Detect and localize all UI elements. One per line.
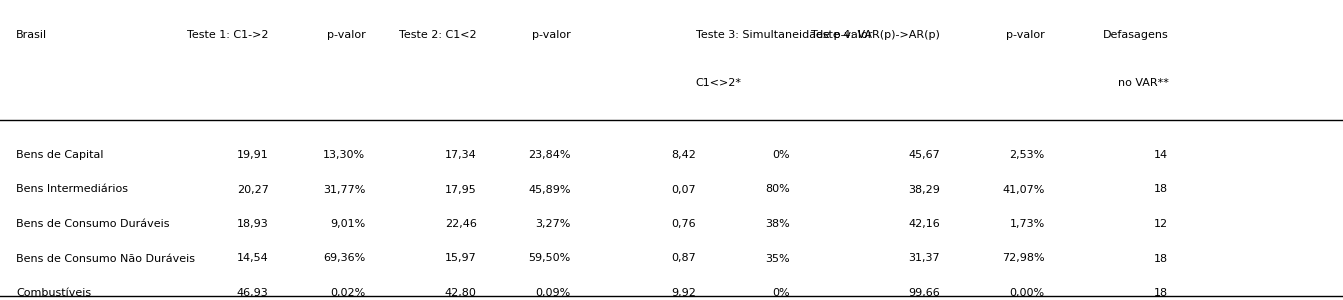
Text: Teste 3: Simultaneidade p-valor: Teste 3: Simultaneidade p-valor: [696, 30, 872, 40]
Text: Bens de Consumo Não Duráveis: Bens de Consumo Não Duráveis: [16, 254, 195, 263]
Text: 3,27%: 3,27%: [536, 219, 571, 229]
Text: 8,42: 8,42: [670, 150, 696, 160]
Text: 38%: 38%: [766, 219, 790, 229]
Text: Teste 1: C1->2: Teste 1: C1->2: [187, 30, 269, 40]
Text: Defasagens: Defasagens: [1103, 30, 1168, 40]
Text: 20,27: 20,27: [236, 184, 269, 194]
Text: 18,93: 18,93: [236, 219, 269, 229]
Text: 1,73%: 1,73%: [1010, 219, 1045, 229]
Text: 69,36%: 69,36%: [324, 254, 365, 263]
Text: 59,50%: 59,50%: [529, 254, 571, 263]
Text: p-valor: p-valor: [532, 30, 571, 40]
Text: 19,91: 19,91: [236, 150, 269, 160]
Text: 38,29: 38,29: [908, 184, 940, 194]
Text: 17,95: 17,95: [445, 184, 477, 194]
Text: 72,98%: 72,98%: [1002, 254, 1045, 263]
Text: 0,09%: 0,09%: [536, 288, 571, 298]
Text: Bens de Consumo Duráveis: Bens de Consumo Duráveis: [16, 219, 169, 229]
Text: 31,37: 31,37: [908, 254, 940, 263]
Text: p-valor: p-valor: [326, 30, 365, 40]
Text: 80%: 80%: [766, 184, 790, 194]
Text: 17,34: 17,34: [445, 150, 477, 160]
Text: 0,00%: 0,00%: [1010, 288, 1045, 298]
Text: 22,46: 22,46: [445, 219, 477, 229]
Text: 0,87: 0,87: [672, 254, 696, 263]
Text: Teste 4: VAR(p)->AR(p): Teste 4: VAR(p)->AR(p): [811, 30, 940, 40]
Text: 99,66: 99,66: [908, 288, 940, 298]
Text: Bens Intermediários: Bens Intermediários: [16, 184, 128, 194]
Text: C1<>2*: C1<>2*: [696, 78, 741, 88]
Text: 13,30%: 13,30%: [324, 150, 365, 160]
Text: Teste 2: C1<2: Teste 2: C1<2: [399, 30, 477, 40]
Text: 45,89%: 45,89%: [528, 184, 571, 194]
Text: 14,54: 14,54: [236, 254, 269, 263]
Text: 18: 18: [1154, 288, 1168, 298]
Text: 9,92: 9,92: [670, 288, 696, 298]
Text: no VAR**: no VAR**: [1117, 78, 1168, 88]
Text: 46,93: 46,93: [236, 288, 269, 298]
Text: 0%: 0%: [772, 288, 790, 298]
Text: 42,16: 42,16: [908, 219, 940, 229]
Text: Combustíveis: Combustíveis: [16, 288, 91, 298]
Text: 31,77%: 31,77%: [322, 184, 365, 194]
Text: 14: 14: [1154, 150, 1168, 160]
Text: 35%: 35%: [766, 254, 790, 263]
Text: Bens de Capital: Bens de Capital: [16, 150, 103, 160]
Text: 15,97: 15,97: [445, 254, 477, 263]
Text: 12: 12: [1154, 219, 1168, 229]
Text: 41,07%: 41,07%: [1002, 184, 1045, 194]
Text: 18: 18: [1154, 184, 1168, 194]
Text: 42,80: 42,80: [445, 288, 477, 298]
Text: 0%: 0%: [772, 150, 790, 160]
Text: 23,84%: 23,84%: [528, 150, 571, 160]
Text: 0,76: 0,76: [672, 219, 696, 229]
Text: 0,02%: 0,02%: [330, 288, 365, 298]
Text: 45,67: 45,67: [908, 150, 940, 160]
Text: Brasil: Brasil: [16, 30, 47, 40]
Text: 9,01%: 9,01%: [330, 219, 365, 229]
Text: 18: 18: [1154, 254, 1168, 263]
Text: p-valor: p-valor: [1006, 30, 1045, 40]
Text: 0,07: 0,07: [672, 184, 696, 194]
Text: 2,53%: 2,53%: [1010, 150, 1045, 160]
